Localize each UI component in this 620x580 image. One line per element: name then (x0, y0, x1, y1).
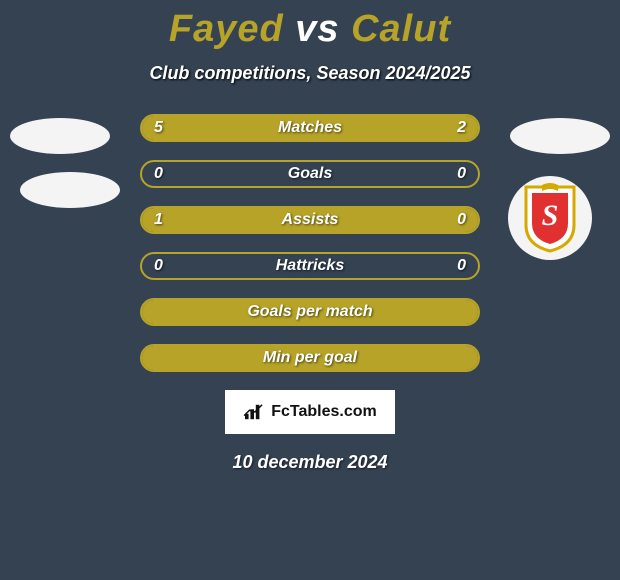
player1-name: Fayed (169, 8, 284, 50)
player2-name: Calut (351, 8, 451, 50)
stat-row: 10Assists (140, 206, 480, 234)
player1-placeholder-icon (10, 118, 110, 154)
svg-text:S: S (542, 199, 559, 232)
stat-label: Assists (142, 208, 478, 232)
bar-chart-icon (243, 403, 265, 421)
stat-row: 00Hattricks (140, 252, 480, 280)
date-text: 10 december 2024 (0, 452, 620, 473)
player2-placeholder-icon (510, 118, 610, 154)
title-vs: vs (295, 8, 339, 50)
stat-row: 52Matches (140, 114, 480, 142)
stat-label: Goals per match (142, 300, 478, 324)
shield-icon: S (522, 183, 578, 253)
stat-label: Goals (142, 162, 478, 186)
stat-row: Goals per match (140, 298, 480, 326)
stat-row: Min per goal (140, 344, 480, 372)
stat-label: Min per goal (142, 346, 478, 370)
watermark: FcTables.com (225, 390, 395, 434)
subtitle: Club competitions, Season 2024/2025 (0, 63, 620, 84)
stats-container: 52Matches 00Goals 10Assists 00Hattricks Goal… (140, 114, 480, 372)
watermark-text: FcTables.com (271, 403, 377, 421)
comparison-title: Fayed vs Calut (0, 0, 620, 51)
stat-label: Matches (142, 116, 478, 140)
stat-label: Hattricks (142, 254, 478, 278)
player2-club-badge: S (508, 176, 592, 260)
stat-row: 00Goals (140, 160, 480, 188)
player1-club-placeholder-icon (20, 172, 120, 208)
